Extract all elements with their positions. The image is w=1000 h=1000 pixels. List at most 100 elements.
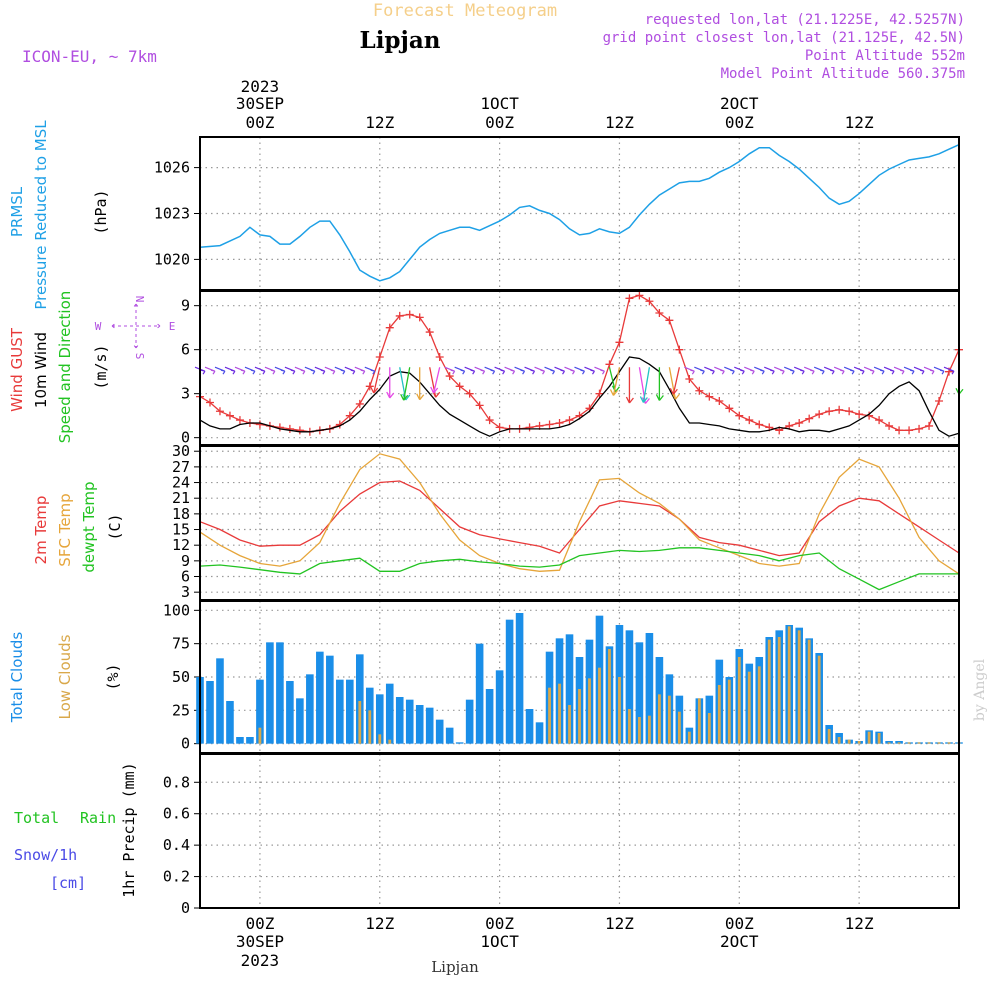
precip-unit: 1hr Precip (mm) [120,762,138,897]
wind-direction-arrow [430,367,441,394]
wind-direction-arrow [669,367,681,395]
gust-marker [475,401,484,410]
t2m-line [199,480,960,557]
low-cloud-bar [657,694,661,744]
y-tick-label: 6 [181,341,190,359]
low-cloud-bar [638,717,641,744]
top-date-day: 1OCT [480,94,519,113]
wind-direction-arrow [943,366,955,375]
y-tick-label: 3 [181,385,190,403]
panel-frame [199,753,960,909]
gust-marker [595,389,604,398]
y-tick-label: 0 [181,899,190,917]
gust-marker [695,386,704,395]
y-tick-label: 21 [172,489,190,507]
y-tick-label: 0.6 [163,805,190,823]
gust-marker [405,310,414,319]
temp-label-dewpt: dewpt Temp [80,481,98,572]
low-cloud-bar [837,737,841,744]
gust-marker [635,291,644,300]
low-cloud-bar [588,678,591,744]
total-cloud-bar [405,699,414,744]
wind-direction-arrow [793,366,805,375]
gust-marker [555,419,564,427]
y-tick-label: 100 [163,601,190,619]
footer-location: Lipjan [431,958,479,976]
gust-marker [365,382,374,391]
wind-direction-arrow [344,366,356,375]
y-tick-label: 0 [181,429,190,447]
gust-marker [925,421,934,430]
compass-north: N [133,296,146,303]
y-tick-label: 6 [181,568,190,586]
gust-marker [665,316,674,325]
low-cloud-bar [787,626,791,744]
bottom-time-label: 12Z [605,914,634,933]
gust-marker [905,426,914,435]
total-cloud-bar [246,737,254,744]
total-cloud-bar [425,707,434,744]
gust-marker [415,313,424,322]
total-cloud-bar [326,655,334,744]
total-cloud-bar [395,697,404,744]
low-cloud-bar [727,679,731,744]
low-cloud-bar [747,671,751,744]
gust-marker [375,353,384,361]
total-cloud-bar [346,679,354,744]
dewpt-line [199,547,959,591]
gust-marker [435,353,444,361]
bottom-date-day: 1OCT [480,932,519,951]
low-cloud-bar [947,742,951,744]
bottom-time-label: 12Z [845,914,874,933]
wind-direction-arrow [823,366,835,375]
pressure-label-1: PRMSL [8,186,26,237]
total-cloud-bar [206,681,214,744]
total-cloud-bar [645,633,654,744]
wind-direction-arrow [744,366,755,375]
wind-direction-arrow [284,366,296,375]
wind-direction-arrow [494,366,506,375]
gust-marker [935,397,944,405]
wind-direction-arrow [803,366,815,375]
wind-direction-arrow [534,366,546,375]
low-cloud-bar [578,689,581,744]
total-cloud-bar [355,654,364,744]
total-cloud-bar [276,642,284,744]
wind-direction-arrow [264,366,276,375]
gust-marker [875,416,884,425]
low-cloud-bar [857,741,861,744]
total-cloud-bar [266,642,274,744]
model-label: ICON-EU, ~ 7km [22,47,157,66]
wind-direction-arrow [625,367,634,404]
wind-direction-arrow [853,366,865,375]
low-cloud-bar [797,630,801,744]
total-cloud-bar [525,709,534,744]
y-tick-label: 15 [172,521,190,539]
y-tick-label: 30 [172,442,190,460]
low-cloud-bar [358,701,362,744]
cloud-label-low: Low Clouds [56,634,74,719]
model-altitude: Model Point Altitude 560.375m [721,66,965,82]
total-cloud-bar [445,727,454,744]
precip-label-total: Total [14,809,59,827]
wind-direction-arrow [684,366,695,375]
y-tick-label: 18 [172,505,190,523]
gust-marker [455,382,464,391]
compass-east: E [169,320,176,333]
wind-direction-arrow [464,366,476,375]
y-tick-label: 12 [172,536,190,554]
total-cloud-bar [385,683,394,744]
y-tick-label: 0 [181,735,190,753]
gust-marker [545,420,554,429]
total-cloud-bar [415,705,424,744]
gust-marker [725,404,734,413]
low-cloud-bar [897,742,901,744]
low-cloud-bar [568,705,571,744]
low-cloud-bar [378,734,382,744]
wind-direction-arrow [655,367,664,401]
gust-marker [675,345,684,354]
wind-direction-arrow [324,366,336,375]
gust-marker [805,414,814,423]
compass-south: S [133,353,146,360]
gust-marker [605,360,614,369]
